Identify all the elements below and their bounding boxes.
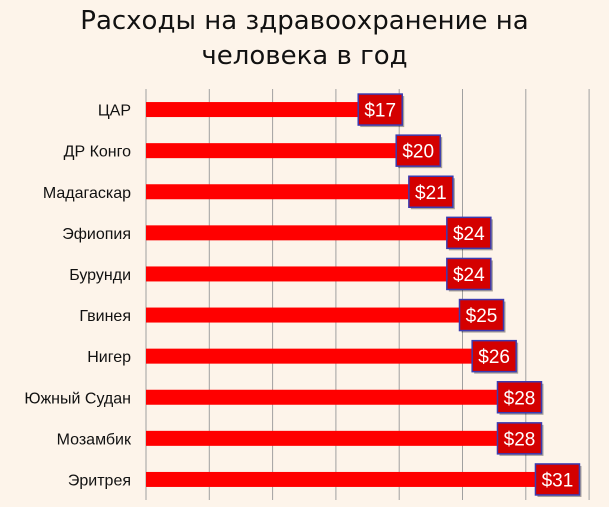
- value-label-box: [408, 175, 454, 208]
- value-label: $20: [395, 134, 443, 169]
- chart-title-line-2: человека в год: [201, 41, 408, 71]
- value-label-text: $28: [504, 429, 536, 450]
- bar: [146, 266, 450, 282]
- value-label: $28: [496, 422, 544, 456]
- category-label: ДР Конго: [64, 144, 131, 161]
- value-label-box: [357, 93, 403, 126]
- bar: [146, 389, 501, 405]
- value-label-text: $24: [453, 265, 485, 286]
- bar: [146, 102, 362, 118]
- category-label: Южный Судан: [24, 390, 131, 407]
- bar: [146, 307, 463, 323]
- value-label: $24: [446, 257, 493, 292]
- value-label-text: $28: [504, 388, 536, 409]
- chart-title-line-1: Расходы на здравоохранение на: [80, 6, 529, 36]
- value-label-text: $31: [542, 470, 574, 491]
- value-label-text: $20: [402, 142, 434, 163]
- category-label: Мадагаскар: [43, 185, 131, 202]
- category-label: Гвинея: [79, 308, 131, 325]
- value-label-box: [471, 339, 517, 373]
- bar: [146, 143, 400, 159]
- value-label-box: [496, 381, 543, 414]
- bars: [146, 102, 539, 487]
- value-label: $17: [357, 93, 405, 128]
- bar: [146, 348, 476, 364]
- value-label-box: [446, 216, 492, 250]
- value-label: $24: [446, 216, 493, 251]
- category-label: Эритрея: [68, 472, 131, 489]
- bar: [146, 471, 539, 487]
- value-label: $28: [496, 381, 544, 415]
- chart-title: Расходы на здравоохранение на человека в…: [0, 4, 609, 74]
- value-label-text: $17: [364, 101, 396, 122]
- value-label-text: $25: [466, 306, 498, 327]
- category-label: ЦАР: [98, 103, 131, 120]
- value-label-box: [446, 257, 492, 291]
- value-label-text: $21: [415, 183, 447, 204]
- bar: [146, 430, 501, 446]
- category-labels: ЦАР ДР Конго Мадагаскар Эфиопия Бурунди Гвине…: [24, 103, 132, 490]
- category-label: Нигер: [87, 349, 131, 366]
- value-label-box: [496, 422, 543, 455]
- category-label: Эфиопия: [62, 226, 131, 243]
- value-label-box: [534, 463, 581, 496]
- value-label: $31: [534, 463, 582, 497]
- value-label-text: $24: [453, 224, 485, 245]
- value-label-text: $26: [478, 347, 510, 368]
- category-label: Бурунди: [69, 267, 131, 284]
- value-label: $26: [471, 339, 519, 374]
- value-labels: $17 $20 $21 $24 $24 $25 $26 $28 $28 $31: [357, 93, 582, 497]
- category-label: Мозамбик: [57, 431, 132, 448]
- bar: [146, 184, 412, 200]
- bar: [146, 225, 450, 241]
- value-label: $21: [408, 175, 455, 210]
- value-label: $25: [458, 298, 506, 333]
- value-label-box: [395, 134, 441, 167]
- value-label-box: [458, 298, 505, 332]
